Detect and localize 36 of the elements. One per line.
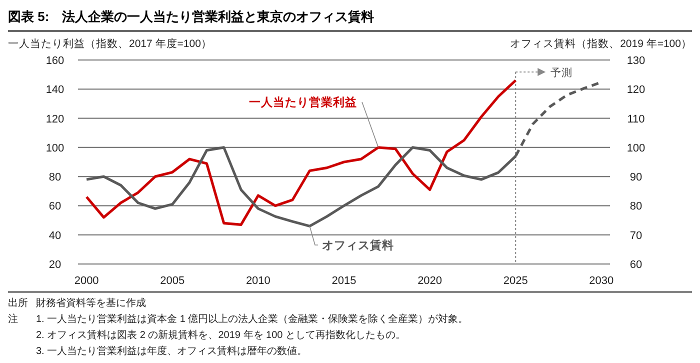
y2-axis-title: オフィス賃料（指数、2019 年=100） bbox=[510, 37, 692, 50]
text: 3. 一人当たり営業利益は年度、オフィス賃料は暦年の数値。 bbox=[36, 345, 308, 357]
y2-tick-label: 120 bbox=[626, 84, 646, 96]
y2-tick-label: 110 bbox=[627, 113, 645, 126]
text: 注 bbox=[8, 313, 18, 325]
x-tick-label: 2015 bbox=[332, 275, 356, 287]
text: 1. 一人当たり営業利益は資本金 1 億円以上の法人企業（金融業・保険業を除く全産業）が対象。 bbox=[36, 313, 468, 325]
x-tick-label: 2010 bbox=[246, 275, 270, 287]
y-tick-label: 40 bbox=[48, 230, 62, 242]
y2-tick-label: 130 bbox=[626, 55, 646, 67]
y2-tick-label: 70 bbox=[630, 230, 642, 242]
text: 2. オフィス賃料は図表 2 の新規賃料を、2019 年を 100 として再指数化したもの。 bbox=[36, 329, 406, 341]
line-series bbox=[85, 79, 517, 226]
y-tick-label: 120 bbox=[46, 113, 64, 126]
x-tick-label: 2005 bbox=[160, 275, 185, 287]
chart-title: 図表 5: 法人企業の一人当たり営業利益と東京のオフィス賃料 bbox=[8, 9, 374, 24]
x-tick-label: 2000 bbox=[74, 275, 99, 287]
text: 出所 bbox=[8, 297, 28, 309]
y-tick-label: 160 bbox=[46, 55, 64, 67]
y-tick-label: 100 bbox=[46, 142, 64, 154]
y2-tick-label: 90 bbox=[630, 172, 642, 184]
y-tick-label: 20 bbox=[48, 259, 62, 271]
ref-line-label: 予測 bbox=[550, 67, 573, 79]
x-tick-label: 2020 bbox=[418, 275, 442, 287]
y-axis-title: 一人当たり利益（指数、2017 年度=100） bbox=[8, 37, 212, 50]
x-tick-label: 2030 bbox=[589, 275, 614, 287]
series-label: オフィス賃料 bbox=[322, 238, 394, 252]
y2-tick-label: 80 bbox=[630, 200, 642, 213]
text: 一人当たり営業利益 bbox=[249, 95, 357, 109]
y2-tick-label: 60 bbox=[630, 259, 642, 271]
x-tick-label: 2025 bbox=[503, 275, 528, 287]
y2-tick-label: 100 bbox=[626, 142, 646, 154]
text: 財務省資料等を基に作成 bbox=[36, 297, 146, 309]
y-tick-label: 140 bbox=[46, 84, 64, 96]
y-tick-label: 60 bbox=[48, 200, 62, 213]
y-tick-label: 80 bbox=[48, 172, 62, 184]
